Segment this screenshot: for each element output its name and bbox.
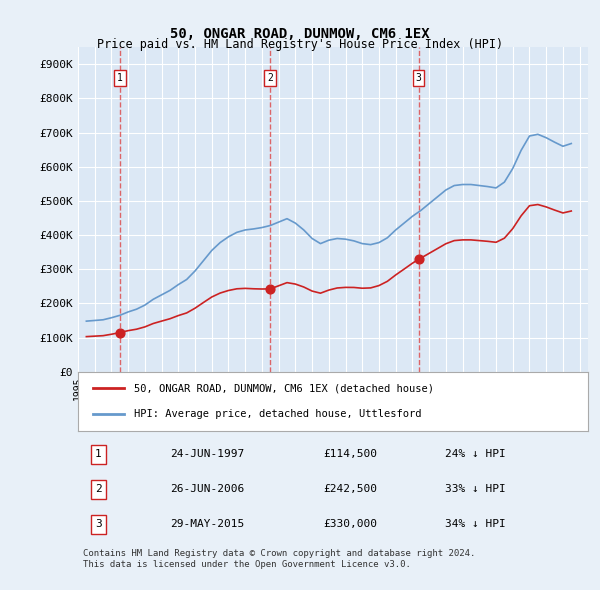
Text: 29-MAY-2015: 29-MAY-2015	[170, 519, 244, 529]
Text: £330,000: £330,000	[323, 519, 377, 529]
Point	[115, 328, 125, 337]
Text: £114,500: £114,500	[323, 449, 377, 459]
Text: £242,500: £242,500	[323, 484, 377, 494]
Text: 2: 2	[95, 484, 102, 494]
Text: 33% ↓ HPI: 33% ↓ HPI	[445, 484, 506, 494]
Text: 26-JUN-2006: 26-JUN-2006	[170, 484, 244, 494]
Point	[414, 254, 424, 264]
Text: 24% ↓ HPI: 24% ↓ HPI	[445, 449, 506, 459]
Point	[265, 284, 275, 294]
Text: 2: 2	[268, 73, 273, 83]
Text: HPI: Average price, detached house, Uttlesford: HPI: Average price, detached house, Uttl…	[134, 409, 422, 419]
Text: 3: 3	[416, 73, 422, 83]
Text: 50, ONGAR ROAD, DUNMOW, CM6 1EX: 50, ONGAR ROAD, DUNMOW, CM6 1EX	[170, 27, 430, 41]
Text: Price paid vs. HM Land Registry's House Price Index (HPI): Price paid vs. HM Land Registry's House …	[97, 38, 503, 51]
Text: 1: 1	[95, 449, 102, 459]
Text: Contains HM Land Registry data © Crown copyright and database right 2024.
This d: Contains HM Land Registry data © Crown c…	[83, 549, 475, 569]
Text: 24-JUN-1997: 24-JUN-1997	[170, 449, 244, 459]
Text: 3: 3	[95, 519, 102, 529]
Text: 34% ↓ HPI: 34% ↓ HPI	[445, 519, 506, 529]
Text: 1: 1	[117, 73, 123, 83]
Text: 50, ONGAR ROAD, DUNMOW, CM6 1EX (detached house): 50, ONGAR ROAD, DUNMOW, CM6 1EX (detache…	[134, 384, 434, 393]
